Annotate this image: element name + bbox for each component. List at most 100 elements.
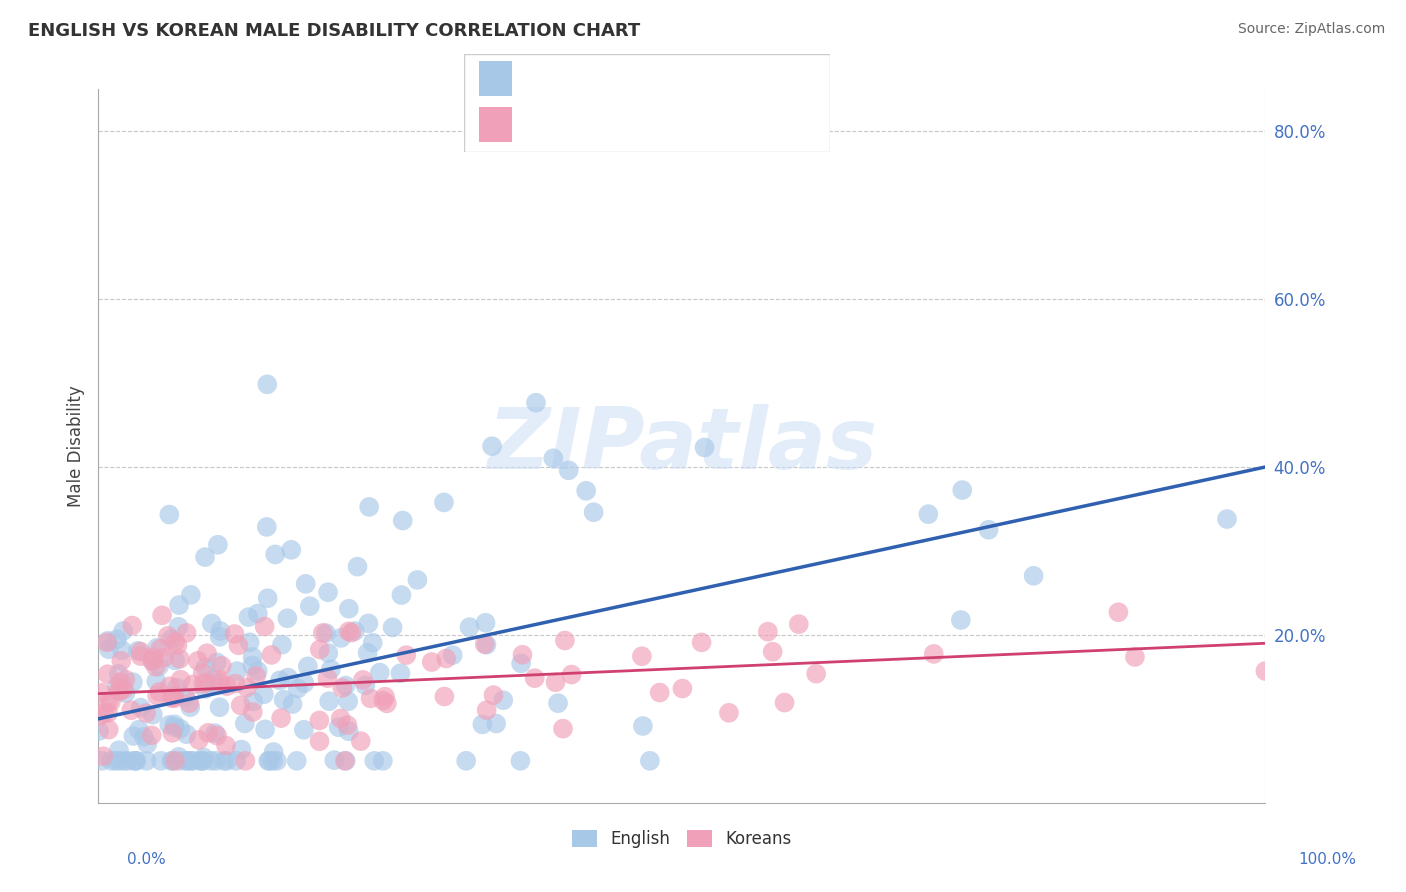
Point <box>329 711 352 725</box>
Point <box>141 654 163 668</box>
Point <box>922 647 945 661</box>
Point <box>121 675 143 690</box>
Point <box>254 723 277 737</box>
Point <box>176 754 198 768</box>
Point <box>298 599 321 614</box>
Point <box>114 686 136 700</box>
Point <box>136 737 159 751</box>
Point <box>235 754 257 768</box>
Point <box>129 649 152 664</box>
Point <box>149 754 172 768</box>
Point <box>165 634 187 648</box>
Point <box>294 577 316 591</box>
Point <box>917 507 939 521</box>
Point <box>96 635 118 649</box>
Point <box>202 673 225 687</box>
Point <box>87 723 110 738</box>
Point <box>433 690 456 704</box>
Point <box>1022 569 1045 583</box>
Point <box>157 718 180 732</box>
Point <box>225 754 247 768</box>
Point <box>179 696 201 710</box>
Point <box>433 495 456 509</box>
Point <box>456 754 478 768</box>
Point <box>122 729 145 743</box>
Point <box>434 651 457 665</box>
Point <box>194 550 217 565</box>
Point <box>420 655 443 669</box>
Point <box>91 749 114 764</box>
Point <box>180 588 202 602</box>
Point <box>270 711 292 725</box>
Point <box>554 633 576 648</box>
Point <box>110 654 132 668</box>
Point <box>690 635 713 649</box>
Point <box>308 714 330 728</box>
Point <box>112 682 135 697</box>
Point <box>292 676 315 690</box>
Point <box>482 688 505 702</box>
Point <box>512 648 534 662</box>
Point <box>242 705 264 719</box>
Point <box>153 650 176 665</box>
Point <box>195 646 218 660</box>
Point <box>215 754 238 768</box>
Point <box>363 754 385 768</box>
Point <box>225 676 247 690</box>
Point <box>169 673 191 687</box>
Point <box>162 726 184 740</box>
Point <box>323 753 346 767</box>
Point <box>97 706 120 720</box>
Point <box>141 654 163 668</box>
Point <box>381 620 404 634</box>
Point <box>492 693 515 707</box>
Point <box>389 666 412 681</box>
Point <box>194 681 217 696</box>
Point <box>787 617 810 632</box>
Point <box>262 754 284 768</box>
Point <box>471 717 494 731</box>
Point <box>180 754 202 768</box>
Point <box>135 706 157 720</box>
Bar <box>478 108 512 142</box>
Point <box>671 681 693 696</box>
Bar <box>478 62 512 95</box>
Point <box>209 676 232 690</box>
Point <box>246 664 269 678</box>
Point <box>162 754 184 768</box>
Point <box>547 696 569 710</box>
Point <box>315 626 337 640</box>
Point <box>648 685 671 699</box>
Point <box>107 666 129 681</box>
Point <box>150 608 173 623</box>
Point <box>105 632 128 647</box>
Point <box>233 716 256 731</box>
Text: 100.0%: 100.0% <box>1299 852 1357 867</box>
Point <box>128 723 150 737</box>
Point <box>360 691 382 706</box>
Point <box>148 659 170 673</box>
Point <box>333 754 356 768</box>
Point <box>475 638 498 652</box>
Point <box>142 650 165 665</box>
Point <box>125 754 148 768</box>
Point <box>105 680 128 694</box>
Point <box>208 673 231 687</box>
Point <box>318 694 340 708</box>
Point <box>167 620 190 634</box>
Point <box>205 656 228 670</box>
Text: 0.0%: 0.0% <box>127 852 166 867</box>
Point <box>100 695 122 709</box>
Point <box>194 660 217 674</box>
Point <box>207 538 229 552</box>
Point <box>163 689 186 703</box>
Point <box>260 648 283 662</box>
Point <box>285 754 308 768</box>
Point <box>242 694 264 708</box>
Point <box>371 754 394 768</box>
Point <box>187 732 209 747</box>
Point <box>557 463 579 477</box>
Point <box>181 754 204 768</box>
Point <box>544 675 567 690</box>
Point <box>277 671 299 685</box>
